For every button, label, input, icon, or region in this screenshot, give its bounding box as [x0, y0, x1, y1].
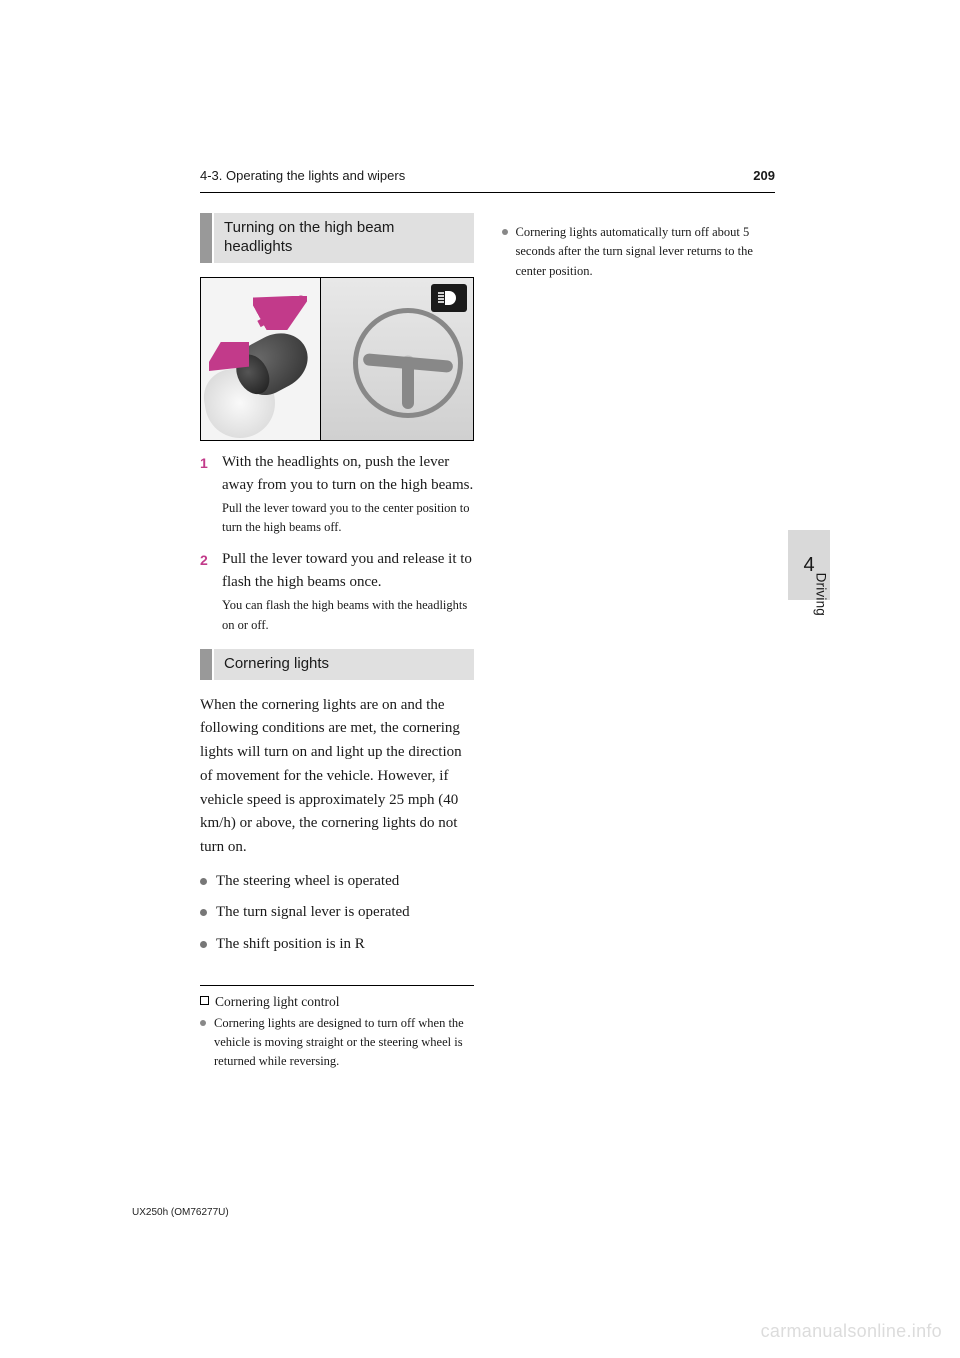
high-beam-icon — [431, 284, 467, 312]
list-item: The shift position is in R — [200, 933, 474, 957]
content-columns: Turning on the high beam headlights 1 2 — [200, 213, 775, 1078]
bullet-icon — [200, 1020, 206, 1026]
header-rule — [200, 192, 775, 193]
diagram-label-1: 1 — [213, 350, 221, 366]
footnote-text: Cornering lights automatically turn off … — [516, 225, 753, 278]
chapter-label: Driving — [813, 573, 828, 616]
footnote-list: Cornering lights are designed to turn of… — [200, 1014, 474, 1072]
bullet-icon — [200, 909, 207, 916]
bullet-icon — [502, 229, 508, 235]
section-header-bar — [200, 649, 212, 680]
list-text: The shift position is in R — [216, 936, 365, 952]
step-1: 1 With the headlights on, push the lever… — [200, 451, 474, 538]
section-header-label: Cornering lights — [214, 649, 474, 680]
section-header-high-beam: Turning on the high beam headlights — [200, 213, 474, 263]
footnote-heading: Cornering light control — [200, 994, 474, 1010]
page-header: 4-3. Operating the lights and wipers 209 — [200, 168, 775, 183]
right-column: Cornering lights automatically turn off … — [502, 213, 776, 1078]
footnote-text: Cornering lights are designed to turn of… — [214, 1016, 464, 1069]
bullet-icon — [200, 878, 207, 885]
section-header-cornering: Cornering lights — [200, 649, 474, 680]
step-subtext: Pull the lever toward you to the center … — [222, 499, 474, 538]
step-marker: 2 — [200, 550, 208, 572]
list-text: The steering wheel is operated — [216, 873, 399, 889]
section-header-bar — [200, 213, 212, 263]
cornering-conditions: The steering wheel is operated The turn … — [200, 870, 474, 957]
steering-wheel-illustration — [353, 308, 463, 418]
page-number: 209 — [753, 168, 775, 183]
lever-panel: 1 2 — [201, 278, 321, 440]
step-2: 2 Pull the lever toward you and release … — [200, 548, 474, 635]
bullet-icon — [200, 941, 207, 948]
list-item: The steering wheel is operated — [200, 870, 474, 894]
right-footnote-list: Cornering lights automatically turn off … — [502, 223, 776, 281]
list-item: The turn signal lever is operated — [200, 901, 474, 925]
section-path: 4-3. Operating the lights and wipers — [200, 168, 405, 183]
high-beam-steps: 1 With the headlights on, push the lever… — [200, 451, 474, 636]
step-subtext: You can flash the high beams with the he… — [222, 596, 474, 635]
cornering-paragraph: When the cornering lights are on and the… — [200, 694, 474, 860]
watermark: carmanualsonline.info — [761, 1321, 942, 1342]
list-item: Cornering lights are designed to turn of… — [200, 1014, 474, 1072]
section-header-label: Turning on the high beam headlights — [214, 213, 474, 263]
footnote-heading-text: Cornering light control — [215, 994, 339, 1009]
footnote-rule — [200, 985, 474, 986]
list-item: Cornering lights automatically turn off … — [502, 223, 776, 281]
lever-diagram: 1 2 — [200, 277, 474, 441]
diagram-label-2: 2 — [297, 292, 305, 308]
footer-doc-code: UX250h (OM76277U) — [132, 1207, 229, 1218]
page: 4-3. Operating the lights and wipers 209… — [0, 0, 960, 1358]
left-column: Turning on the high beam headlights 1 2 — [200, 213, 474, 1078]
step-text: With the headlights on, push the lever a… — [222, 454, 473, 493]
list-text: The turn signal lever is operated — [216, 904, 410, 920]
square-icon — [200, 996, 209, 1005]
step-marker: 1 — [200, 453, 208, 475]
step-text: Pull the lever toward you and release it… — [222, 551, 472, 590]
